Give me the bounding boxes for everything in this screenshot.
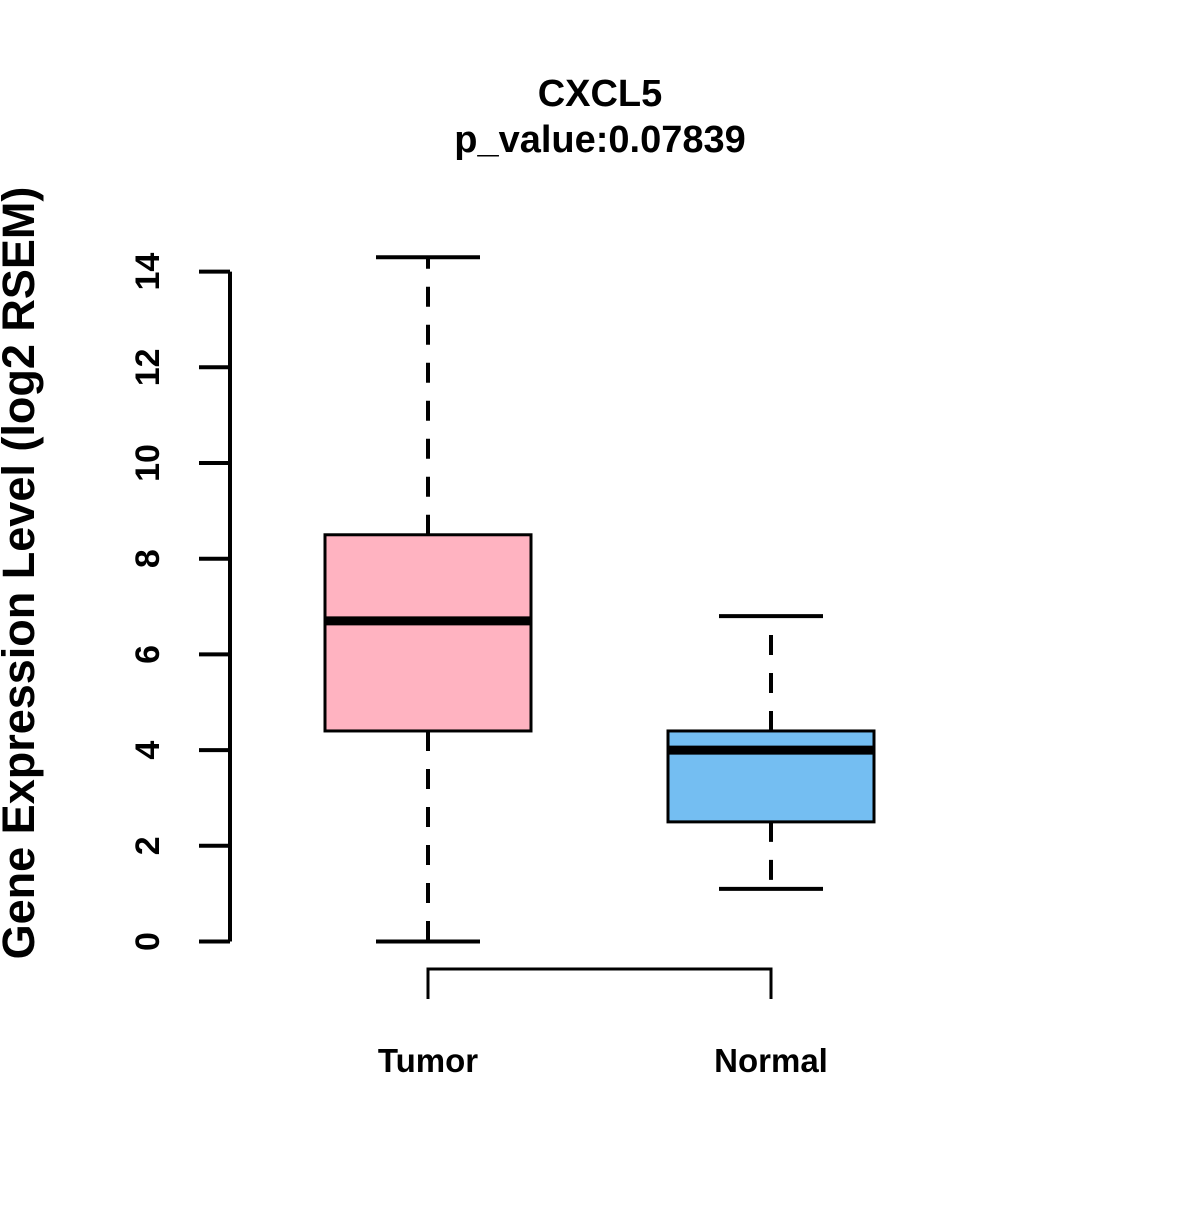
x-axis-line (426, 967, 773, 999)
y-axis-tick-label: 2 (129, 836, 167, 855)
y-axis-tick-label: 14 (129, 253, 167, 291)
y-axis-tick-label: 12 (129, 348, 167, 386)
y-axis-label: Gene Expression Level (log2 RSEM) (0, 187, 44, 960)
y-axis-tick-label: 6 (129, 645, 167, 664)
chart-title: CXCL5 (538, 73, 663, 115)
y-axis: 0 2 4 6 8 10 12 14 (129, 253, 232, 951)
boxes (323, 255, 876, 944)
y-axis-tick-label: 0 (129, 932, 167, 951)
y-axis-tick-label: 8 (129, 549, 167, 568)
y-axis-tick-label: 10 (129, 444, 167, 482)
category-label-normal: Normal (714, 1042, 828, 1079)
tumor-box (323, 533, 533, 733)
category-label-tumor: Tumor (378, 1042, 478, 1079)
normal-box (666, 729, 876, 824)
chart-subtitle: p_value:0.07839 (454, 119, 746, 161)
y-axis-tick-label: 4 (129, 741, 167, 760)
x-axis-bracket (426, 967, 773, 999)
